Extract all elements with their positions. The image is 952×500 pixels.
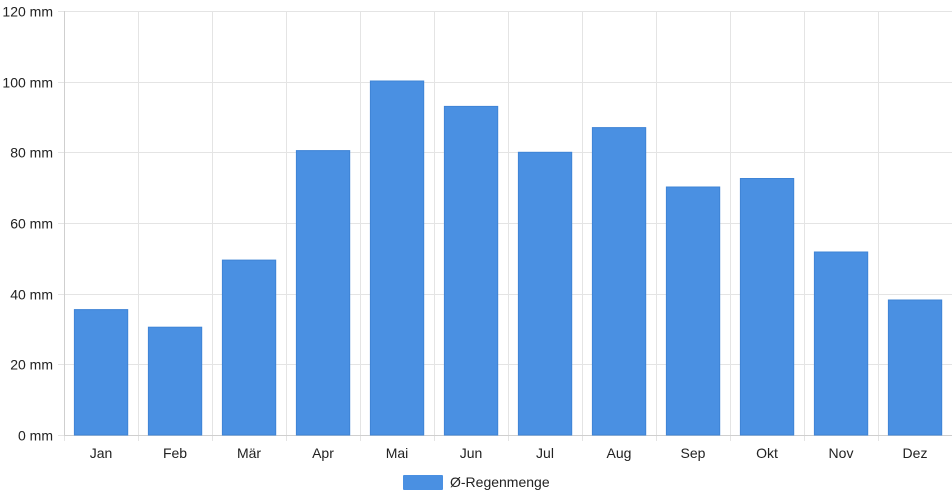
x-tick-label: Feb bbox=[163, 445, 187, 461]
axes bbox=[64, 11, 952, 436]
x-tick-label: Apr bbox=[312, 445, 334, 461]
bar-mai[interactable] bbox=[369, 80, 425, 436]
x-tick-label: Jan bbox=[90, 445, 113, 461]
y-tick-labels: 0 mm 20 mm 40 mm 60 mm 80 mm 100 mm 120 mm bbox=[2, 4, 53, 444]
y-tick-label: 100 mm bbox=[2, 75, 53, 91]
y-tick-label: 80 mm bbox=[10, 145, 53, 161]
y-tick-label: 120 mm bbox=[2, 4, 53, 20]
bar-aug[interactable] bbox=[591, 127, 647, 436]
x-tick-label: Nov bbox=[829, 445, 854, 461]
x-tick-label: Mär bbox=[237, 445, 261, 461]
grid-lines bbox=[58, 11, 952, 441]
y-tick-label: 0 mm bbox=[18, 428, 53, 444]
bar-jul[interactable] bbox=[517, 151, 573, 436]
legend-label: Ø-Regenmenge bbox=[450, 474, 550, 490]
x-tick-label: Sep bbox=[681, 445, 706, 461]
legend-swatch bbox=[403, 475, 443, 490]
bar-feb[interactable] bbox=[147, 326, 203, 436]
legend[interactable]: Ø-Regenmenge bbox=[403, 474, 550, 490]
y-tick-label: 60 mm bbox=[10, 216, 53, 232]
x-tick-label: Jun bbox=[460, 445, 483, 461]
y-tick-label: 20 mm bbox=[10, 357, 53, 373]
bar-dez[interactable] bbox=[887, 299, 943, 436]
bar-apr[interactable] bbox=[295, 150, 351, 436]
bar-nov[interactable] bbox=[813, 251, 869, 436]
bar-jan[interactable] bbox=[73, 309, 129, 436]
bars bbox=[73, 80, 943, 436]
x-tick-label: Mai bbox=[386, 445, 409, 461]
x-tick-labels: Jan Feb Mär Apr Mai Jun Jul Aug Sep Okt Nov Dez bbox=[90, 445, 928, 461]
x-tick-label: Okt bbox=[756, 445, 778, 461]
bar-sep[interactable] bbox=[665, 186, 721, 436]
bar-jun[interactable] bbox=[443, 105, 499, 436]
y-tick-label: 40 mm bbox=[10, 287, 53, 303]
x-tick-label: Dez bbox=[903, 445, 928, 461]
x-tick-label: Jul bbox=[536, 445, 554, 461]
bar-mär[interactable] bbox=[221, 259, 277, 436]
bar-okt[interactable] bbox=[739, 178, 795, 436]
x-tick-label: Aug bbox=[607, 445, 632, 461]
